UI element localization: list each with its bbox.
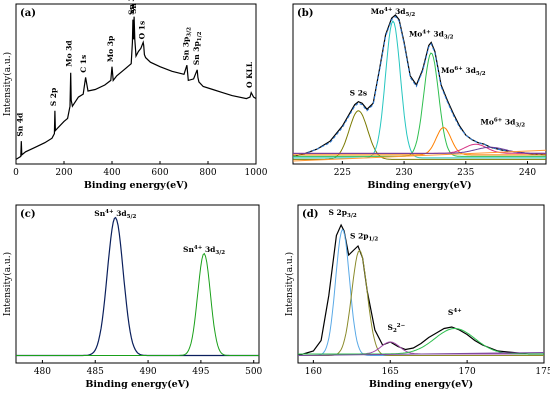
peak-annotation: O 1s: [138, 21, 147, 40]
peak-annotation: C 1s: [79, 55, 88, 73]
peak-annotation: Sn 3d5/2: [127, 0, 138, 15]
x-tick-label: 160: [305, 367, 322, 377]
x-tick-label: 0: [13, 168, 19, 178]
peak-annotation: Mo 3p: [106, 36, 115, 62]
plot-frame: [297, 204, 545, 364]
peak-annotation: Sn 4d: [15, 112, 24, 137]
x-tick-label: 240: [519, 168, 536, 178]
peak-annotation: Mo4+ 3d3/2: [409, 29, 454, 40]
plot-frame: [15, 3, 257, 165]
series-line: [293, 110, 546, 160]
peak-annotation: Sn4+ 3d3/2: [183, 245, 225, 256]
peak-annotation: S22−: [388, 323, 406, 334]
series-line: [298, 328, 544, 355]
x-axis-label: Binding energy(eV): [85, 379, 189, 390]
x-axis-label: Binding energy(eV): [369, 379, 473, 390]
peak-annotation: Sn 3p3/2: [182, 27, 193, 61]
panel-label: (c): [20, 209, 36, 220]
x-tick-label: 500: [245, 367, 262, 377]
x-tick-label: 495: [192, 367, 209, 377]
peak-annotation: Sn4+ 3d5/2: [94, 209, 136, 220]
x-tick-label: 485: [87, 367, 104, 377]
panel-label: (b): [297, 8, 313, 19]
x-tick-label: 200: [55, 168, 72, 178]
y-axis-label: Intensity(a.u.): [2, 252, 13, 316]
x-tick-label: 170: [459, 367, 476, 377]
x-tick-label: 1000: [245, 168, 268, 178]
x-tick-label: 490: [139, 367, 156, 377]
series-line: [16, 16, 256, 160]
peak-annotation: Mo6+ 3d3/2: [481, 117, 526, 128]
x-tick-label: 175: [535, 367, 550, 377]
peak-annotation: S 2p3/2: [328, 208, 356, 219]
plot-frame: [292, 3, 547, 165]
series-line: [16, 216, 259, 357]
y-axis-label: Intensity(a.u.): [284, 252, 295, 316]
peak-annotation: Mo 3d: [65, 40, 74, 67]
peak-annotation: Sn 3d3/2: [129, 0, 140, 14]
series-line: [293, 126, 546, 156]
series-line: [298, 249, 544, 356]
peak-annotation: Mo4+ 3d5/2: [371, 7, 416, 18]
series-line: [293, 149, 546, 162]
series-line: [298, 352, 544, 356]
series-line: [293, 15, 546, 157]
peak-annotation: S 2p1/2: [350, 232, 378, 243]
panel-b: 225 230 235 240 Binding energy(eV) (b) S 2s Mo4…: [292, 3, 547, 191]
peak-annotation: Sn 3p1/2: [192, 31, 203, 65]
series-line: [293, 146, 546, 154]
peak-annotation: S 2p: [49, 88, 58, 107]
x-tick-label: 400: [103, 168, 120, 178]
x-tick-label: 600: [151, 168, 168, 178]
x-tick-label: 800: [199, 168, 216, 178]
x-tick-label: 165: [382, 367, 399, 377]
peak-annotation: S4+: [448, 308, 462, 317]
peak-annotation: S 2s: [350, 89, 368, 98]
peak-annotation: O KLL: [245, 61, 254, 88]
panel-label: (a): [20, 8, 36, 19]
x-tick-label: 225: [334, 168, 351, 178]
series-line: [293, 52, 546, 157]
panel-d: 160 165 170 175 Binding energy(eV) Intensity(…: [284, 204, 550, 390]
panel-a: 0 200 400 600 800 1000 Binding energy(eV) Inten…: [2, 0, 268, 191]
x-tick-label: 480: [34, 367, 51, 377]
x-axis-label: Binding energy(eV): [367, 180, 471, 191]
panel-label: (d): [302, 209, 318, 220]
y-axis-label: Intensity(a.u.): [2, 52, 13, 116]
series-line: [293, 20, 546, 159]
series-line: [16, 252, 259, 356]
panel-c: 480 485 490 495 500 Binding energy(eV) Intensi…: [2, 204, 263, 390]
peak-annotation: Mo6+ 3d5/2: [441, 66, 486, 77]
x-tick-label: 230: [395, 168, 412, 178]
x-axis-label: Binding energy(eV): [84, 180, 188, 191]
plot-frame: [15, 204, 260, 364]
x-tick-label: 235: [457, 168, 474, 178]
